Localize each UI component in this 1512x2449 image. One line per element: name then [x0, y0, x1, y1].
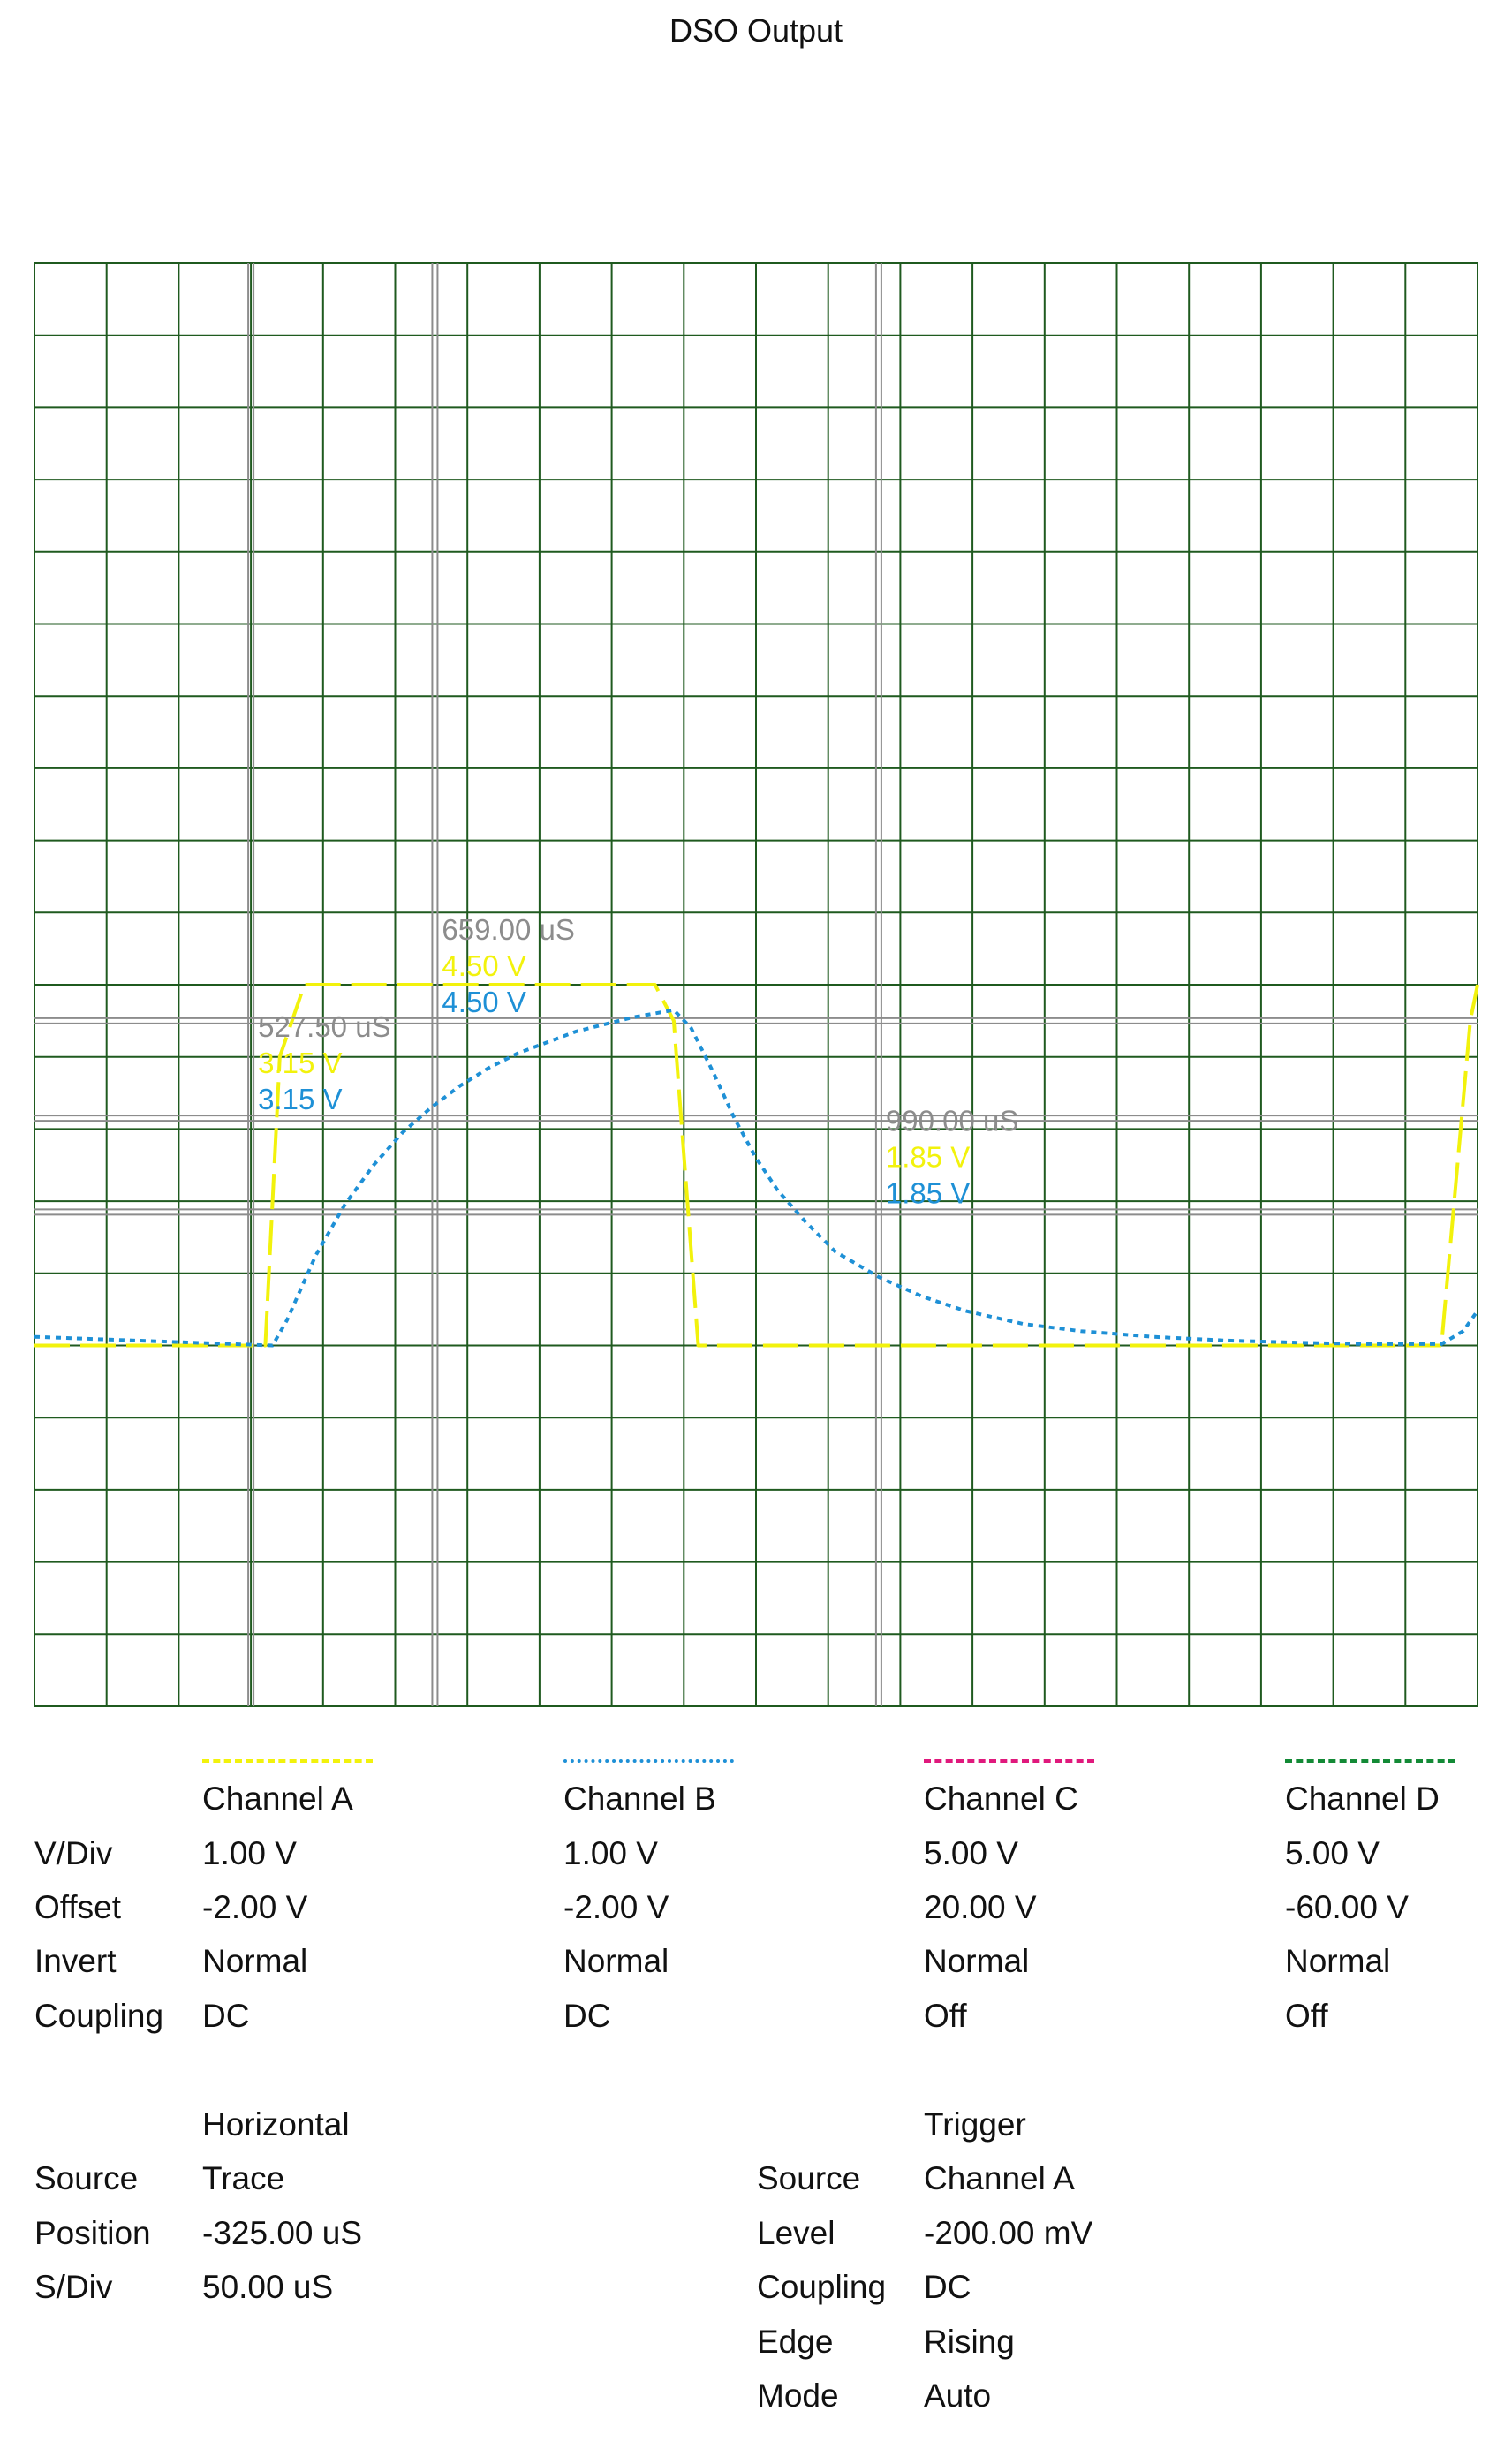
cursor-time-label: 527.50 uS: [258, 1010, 390, 1043]
horizontal-position-label: Position: [34, 2215, 151, 2251]
channel-vdiv: 5.00 V: [1285, 1835, 1380, 1871]
channel-name: Channel A: [202, 1780, 353, 1817]
trigger-edge-value: Rising: [924, 2324, 1015, 2360]
trigger-coupling-value: DC: [924, 2269, 971, 2305]
traces: [34, 983, 1479, 1348]
channel-invert: Normal: [202, 1943, 308, 1979]
row-label-vdiv: V/Div: [34, 1835, 113, 1871]
row-label-invert: Invert: [34, 1943, 117, 1979]
horizontal-source-label: Source: [34, 2160, 139, 2196]
channel-invert: Normal: [924, 1943, 1030, 1979]
row-label-offset: Offset: [34, 1889, 122, 1925]
cursor-channel-b-label: 1.85 V: [886, 1176, 970, 1209]
trace-channel-b: [34, 1008, 1479, 1348]
chart-title: DSO Output: [669, 12, 843, 49]
cursor-channel-a-label: 1.85 V: [886, 1140, 970, 1173]
cursor-channel-b-label: 3.15 V: [258, 1083, 342, 1115]
horizontal-sdiv-value: 50.00 uS: [202, 2269, 334, 2305]
trigger-level-label: Level: [757, 2215, 835, 2251]
trigger-level-value: -200.00 mV: [924, 2215, 1093, 2251]
legend-line-a: [202, 1759, 373, 1763]
horizontal-sdiv-label: S/Div: [34, 2269, 113, 2305]
channel-offset: 20.00 V: [924, 1889, 1037, 1925]
horizontal-title: Horizontal: [202, 2106, 350, 2143]
channel-vdiv: 1.00 V: [202, 1835, 297, 1871]
channel-name: Channel B: [563, 1780, 716, 1817]
channel-invert: Normal: [563, 1943, 669, 1979]
channel-coupling: Off: [924, 1998, 967, 2034]
cursor-channel-a-label: 4.50 V: [442, 949, 525, 982]
trigger-mode-label: Mode: [757, 2377, 839, 2414]
trace-channel-a: [34, 983, 1479, 1348]
channel-offset: -60.00 V: [1285, 1889, 1409, 1925]
channel-name: Channel C: [924, 1780, 1078, 1817]
channel-coupling: DC: [563, 1998, 611, 2034]
trigger-source-value: Channel A: [924, 2160, 1075, 2196]
cursor-channel-b-label: 4.50 V: [442, 986, 525, 1018]
channel-name: Channel D: [1285, 1780, 1440, 1817]
trigger-edge-label: Edge: [757, 2324, 834, 2360]
trigger-source-label: Source: [757, 2160, 861, 2196]
legend-line-b: [563, 1759, 734, 1763]
channel-coupling: DC: [202, 1998, 250, 2034]
legend-line-c: [924, 1759, 1094, 1763]
channel-invert: Normal: [1285, 1943, 1391, 1979]
cursor-channel-a-label: 3.15 V: [258, 1047, 342, 1079]
trigger-title: Trigger: [924, 2106, 1026, 2143]
channel-coupling: Off: [1285, 1998, 1328, 2034]
legend-line-d: [1285, 1759, 1455, 1763]
cursor-time-label: 990.00 uS: [886, 1104, 1018, 1137]
channel-vdiv: 1.00 V: [563, 1835, 658, 1871]
cursor-time-label: 659.00 uS: [442, 913, 574, 946]
trigger-mode-value: Auto: [924, 2377, 992, 2414]
channel-offset: -2.00 V: [563, 1889, 669, 1925]
horizontal-source-value: Trace: [202, 2160, 285, 2196]
channel-offset: -2.00 V: [202, 1889, 308, 1925]
row-label-coupling: Coupling: [34, 1998, 164, 2034]
trigger-coupling-label: Coupling: [757, 2269, 887, 2305]
scope-grid: [34, 262, 1478, 1707]
horizontal-position-value: -325.00 uS: [202, 2215, 363, 2251]
cursor-lines: [34, 263, 1478, 1706]
channel-vdiv: 5.00 V: [924, 1835, 1018, 1871]
